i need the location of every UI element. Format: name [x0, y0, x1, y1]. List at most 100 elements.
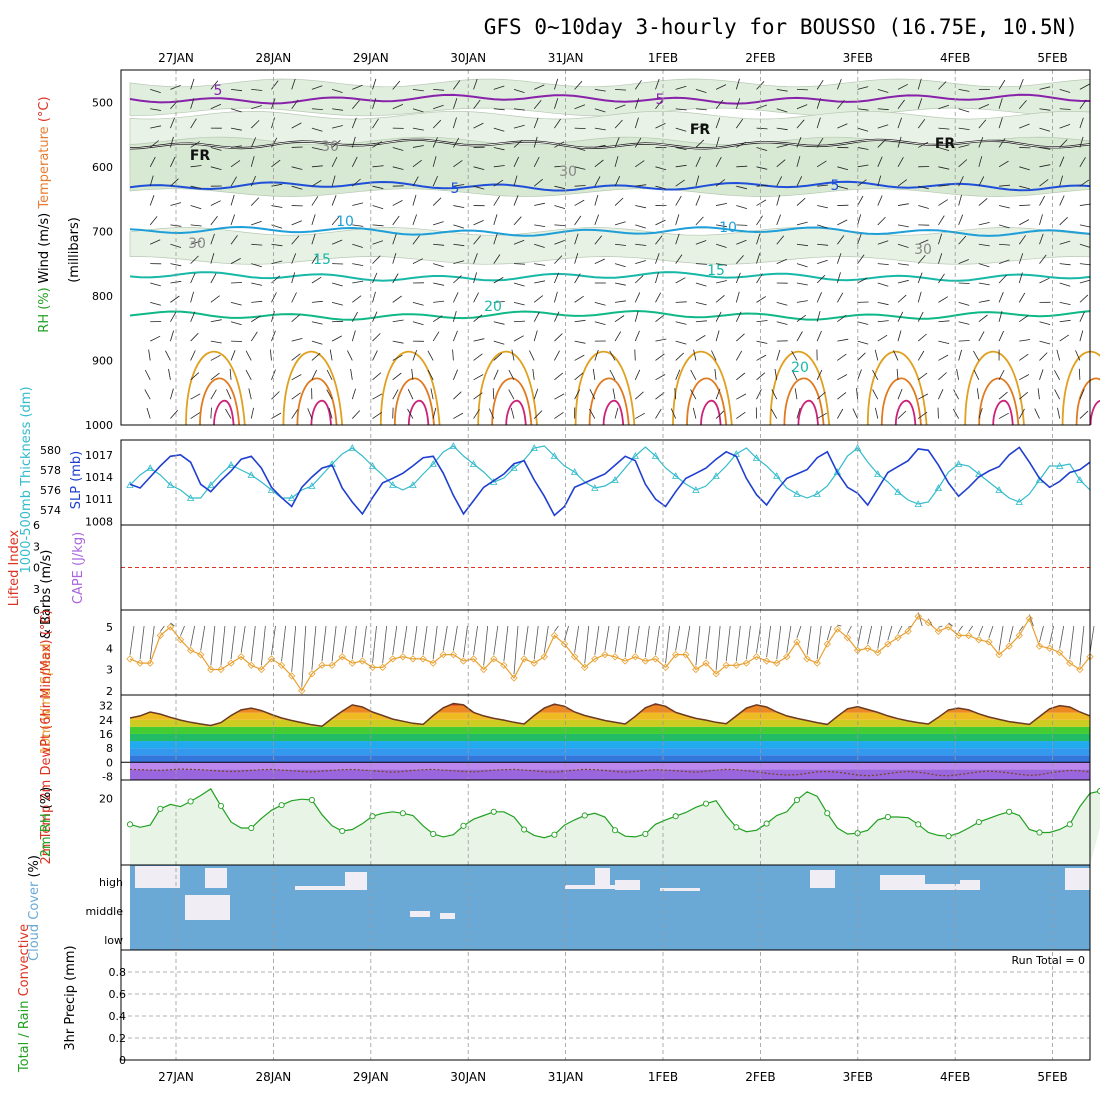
wind-barb — [534, 202, 545, 206]
wind-barb — [837, 408, 844, 419]
wind-barb — [978, 119, 987, 129]
wind-barb — [513, 108, 525, 111]
wind-barb — [250, 120, 260, 129]
wind-barb — [978, 198, 988, 206]
wind-barb — [230, 108, 242, 113]
surface-wind-barb — [1049, 625, 1054, 645]
wind-barb — [311, 321, 323, 325]
cloud-patch — [295, 886, 355, 890]
wind-barb — [817, 259, 828, 265]
wind-speed-point — [1045, 644, 1054, 652]
wind-speed-point — [712, 670, 720, 678]
wind-barb — [170, 156, 176, 167]
wind-barb — [1059, 175, 1063, 187]
wind-speed-point — [621, 657, 629, 665]
surface-wind-barb — [503, 625, 509, 662]
chart-title: GFS 0~10day 3-hourly for BOUSSO (16.75E,… — [484, 15, 1078, 39]
wind-barb — [372, 291, 376, 303]
wind-barb — [852, 408, 858, 419]
wind-speed-point — [439, 650, 447, 659]
wind-barb — [574, 354, 585, 361]
wind-speed-point — [682, 650, 690, 659]
rh-point — [157, 805, 164, 812]
wind-barb — [352, 178, 361, 187]
wind-barb — [271, 292, 277, 303]
wind-speed-point — [207, 665, 215, 674]
rh-point — [217, 802, 224, 809]
wind-barb — [917, 372, 928, 381]
wind-barb — [190, 224, 202, 227]
wind-barb — [190, 240, 202, 245]
wind-barb — [634, 117, 639, 129]
wind-barb — [453, 160, 463, 168]
lifted-index-ylabel: Lifted Index — [7, 529, 22, 606]
wind-barb — [655, 338, 667, 342]
wind-barb — [190, 98, 195, 109]
surface-wind-barb — [735, 625, 741, 662]
wind-barb — [857, 147, 869, 150]
wind-barb — [614, 221, 626, 226]
heating-contour — [379, 350, 441, 426]
wind-barb — [998, 205, 1010, 209]
rh-point — [369, 813, 376, 820]
wind-barb — [796, 221, 808, 226]
wind-barb — [956, 368, 960, 380]
surface-wind-barb — [543, 625, 549, 653]
wind-barb — [433, 300, 445, 303]
wind-barb — [493, 127, 505, 132]
wind-barb — [670, 408, 677, 419]
cloud-patch — [615, 880, 640, 890]
wind-barb — [271, 330, 276, 342]
wind-barb — [917, 98, 923, 109]
wind-barb — [756, 340, 768, 344]
wind-barb — [735, 291, 740, 303]
thickness-point — [570, 468, 579, 475]
wind-barb — [978, 407, 983, 419]
heating-contour — [964, 350, 1025, 426]
wind-barb — [372, 118, 379, 129]
wind-barb — [493, 85, 505, 90]
wind-barb — [711, 350, 717, 361]
wind-barb — [614, 407, 619, 419]
surface-wind-barb — [594, 625, 600, 655]
wind-barb — [877, 124, 889, 129]
rh-point — [733, 824, 740, 831]
surface-wind-barb — [857, 625, 862, 647]
surface-wind-barb — [139, 625, 145, 660]
wind-tick: 4 — [106, 642, 113, 655]
precip-tick: 0 — [119, 1054, 126, 1067]
contour-label: 5 — [214, 83, 223, 99]
wind-speed-point — [358, 657, 367, 665]
contour-label: FR — [190, 148, 211, 164]
wind-barb — [938, 215, 945, 226]
wind-barb — [1079, 330, 1084, 342]
surface-wind-barb — [564, 625, 569, 641]
wind-barb — [877, 282, 889, 287]
wind-barb — [473, 220, 484, 226]
wind-barb — [776, 108, 788, 113]
wind-barb — [210, 215, 218, 226]
wind-barb — [776, 349, 781, 361]
wind-barb — [291, 99, 299, 109]
wind-barb — [332, 301, 343, 306]
surface-wind-barb — [250, 625, 256, 662]
wind-barb — [511, 349, 515, 361]
wind-barb — [917, 350, 925, 361]
slp-tick: 1011 — [85, 493, 113, 506]
rh-point — [1066, 821, 1073, 828]
isotherm-line — [129, 271, 1091, 282]
wind-barb — [1039, 233, 1044, 245]
rh-point — [278, 802, 285, 809]
wind-speed-point — [752, 653, 761, 661]
wind-barb — [976, 388, 980, 400]
wind-barb — [372, 372, 382, 381]
wind-barb — [508, 369, 515, 381]
surface-wind-barb — [644, 625, 650, 658]
wind-barb — [634, 391, 644, 400]
wind-barb — [998, 310, 1003, 322]
wind-barb — [715, 388, 721, 400]
wind-barb — [978, 137, 984, 148]
wind-barb — [917, 272, 923, 284]
precip-tick: 0.6 — [109, 988, 127, 1001]
wind-barb — [554, 311, 560, 322]
